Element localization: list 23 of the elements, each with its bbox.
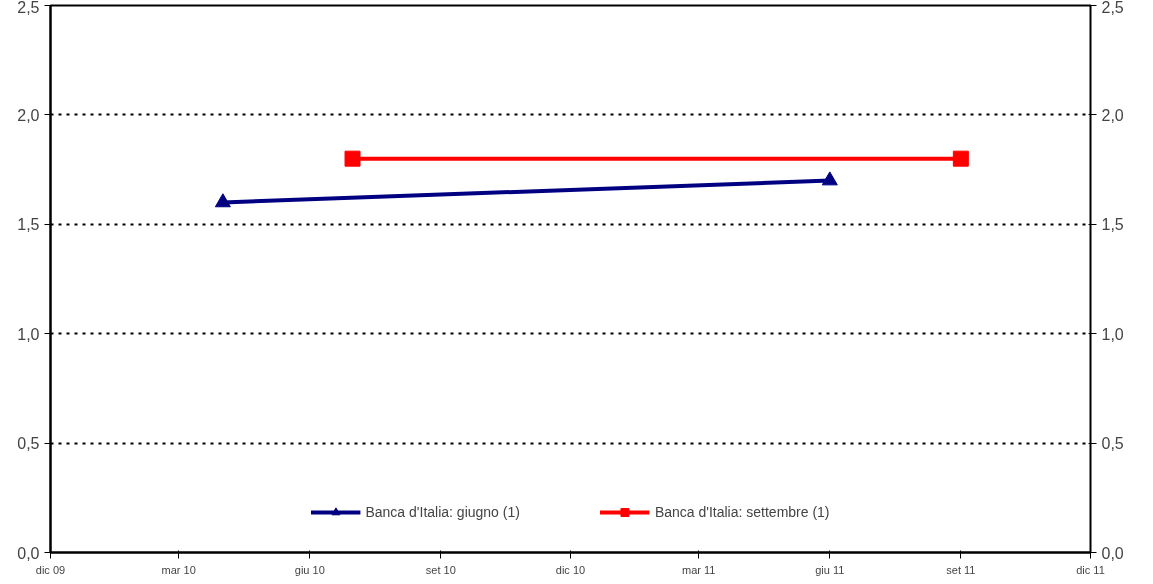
x-tick-label: giu 10: [294, 563, 325, 576]
legend-label: Banca d'Italia: giugno (1): [365, 504, 520, 520]
x-tick-label: mar 10: [161, 563, 196, 576]
legend-label: Banca d'Italia: settembre (1): [654, 504, 830, 520]
y-tick-label: 2,0: [17, 106, 40, 124]
y2-tick-label: 1,0: [1101, 325, 1124, 343]
x-tick-label: set 10: [425, 563, 456, 576]
y2-tick-label: 2,5: [1101, 0, 1124, 16]
x-tick-label: dic 10: [555, 563, 586, 576]
y-tick-label: 2,5: [17, 0, 40, 16]
x-tick-label: mar 11: [682, 563, 716, 576]
y2-tick-label: 0,0: [1101, 544, 1124, 562]
y-tick-label: 0,0: [17, 544, 40, 562]
y2-tick-label: 1,5: [1101, 216, 1124, 234]
x-tick-label: giu 11: [815, 563, 845, 576]
y-tick-label: 1,5: [17, 216, 40, 234]
y-tick-label: 1,0: [17, 325, 40, 343]
x-tick-label: dic 11: [1076, 563, 1105, 576]
y-tick-label: 0,5: [17, 435, 40, 453]
y2-tick-label: 0,5: [1101, 435, 1124, 453]
y2-tick-label: 2,0: [1101, 106, 1124, 124]
x-tick-label: set 11: [946, 563, 976, 576]
x-tick-label: dic 09: [35, 563, 66, 576]
